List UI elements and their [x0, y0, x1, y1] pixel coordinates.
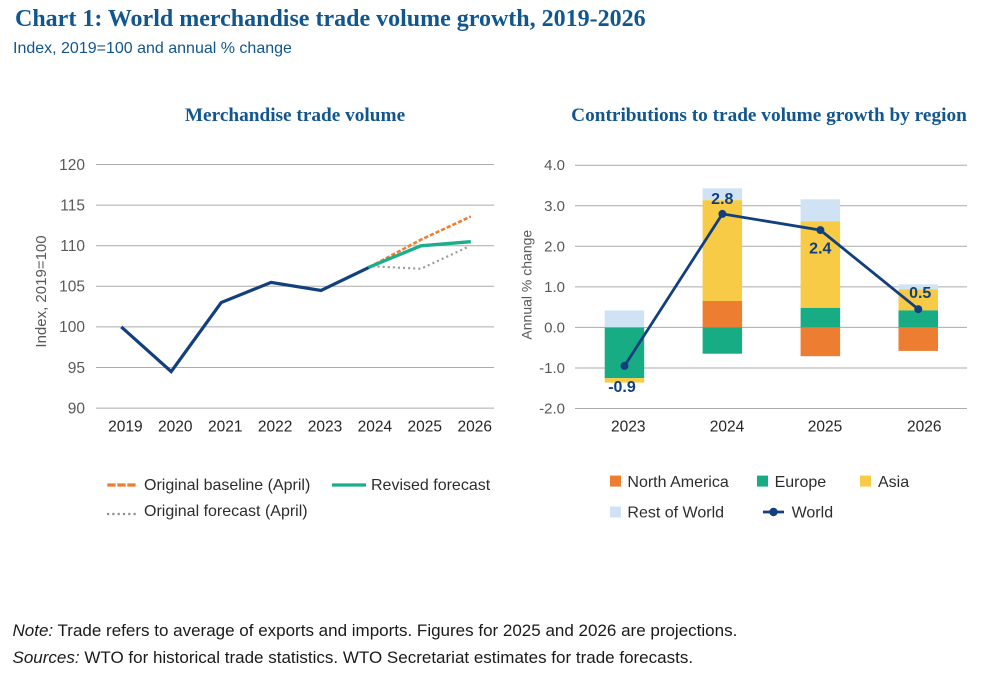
svg-text:95: 95 — [68, 360, 85, 377]
svg-text:100: 100 — [59, 319, 85, 336]
svg-text:105: 105 — [59, 279, 85, 296]
svg-text:2021: 2021 — [208, 419, 242, 436]
svg-text:110: 110 — [60, 238, 85, 255]
svg-text:90: 90 — [68, 400, 86, 417]
svg-text:World: World — [792, 505, 834, 522]
svg-text:Contributions to trade volume: Contributions to trade volume growth by … — [571, 105, 967, 126]
svg-text:2024: 2024 — [710, 419, 745, 436]
svg-text:2019: 2019 — [108, 419, 142, 436]
svg-text:0.0: 0.0 — [544, 319, 565, 336]
svg-text:Index, 2019=100: Index, 2019=100 — [33, 235, 50, 347]
svg-text:2026: 2026 — [907, 419, 941, 436]
svg-text:1.0: 1.0 — [544, 279, 565, 296]
svg-text:2023: 2023 — [611, 419, 645, 436]
svg-text:2025: 2025 — [408, 419, 442, 436]
svg-text:0.5: 0.5 — [909, 285, 931, 302]
svg-text:-0.9: -0.9 — [608, 379, 636, 396]
svg-text:Revised forecast: Revised forecast — [371, 477, 491, 494]
svg-text:-1.0: -1.0 — [539, 360, 565, 377]
svg-text:2.8: 2.8 — [711, 191, 733, 208]
svg-text:2025: 2025 — [808, 419, 842, 436]
svg-text:2026: 2026 — [457, 419, 491, 436]
svg-text:Annual % change: Annual % change — [518, 230, 534, 340]
svg-text:Asia: Asia — [878, 474, 909, 491]
svg-text:Merchandise trade volume: Merchandise trade volume — [185, 105, 406, 126]
svg-text:4.0: 4.0 — [544, 157, 565, 174]
svg-text:Europe: Europe — [775, 474, 827, 491]
svg-text:Rest of World: Rest of World — [627, 505, 724, 522]
svg-text:3.0: 3.0 — [544, 198, 565, 215]
svg-text:Original forecast (April): Original forecast (April) — [144, 503, 308, 520]
svg-text:120: 120 — [59, 157, 85, 174]
svg-text:2020: 2020 — [158, 419, 193, 436]
svg-text:2.4: 2.4 — [809, 241, 831, 258]
svg-text:2023: 2023 — [308, 419, 342, 436]
svg-text:2.0: 2.0 — [544, 238, 565, 255]
svg-text:115: 115 — [60, 197, 85, 214]
svg-text:2024: 2024 — [358, 419, 393, 436]
svg-text:North America: North America — [627, 474, 728, 491]
svg-text:2022: 2022 — [258, 419, 292, 436]
svg-text:Original baseline (April): Original baseline (April) — [144, 477, 310, 494]
svg-text:-2.0: -2.0 — [539, 401, 565, 418]
